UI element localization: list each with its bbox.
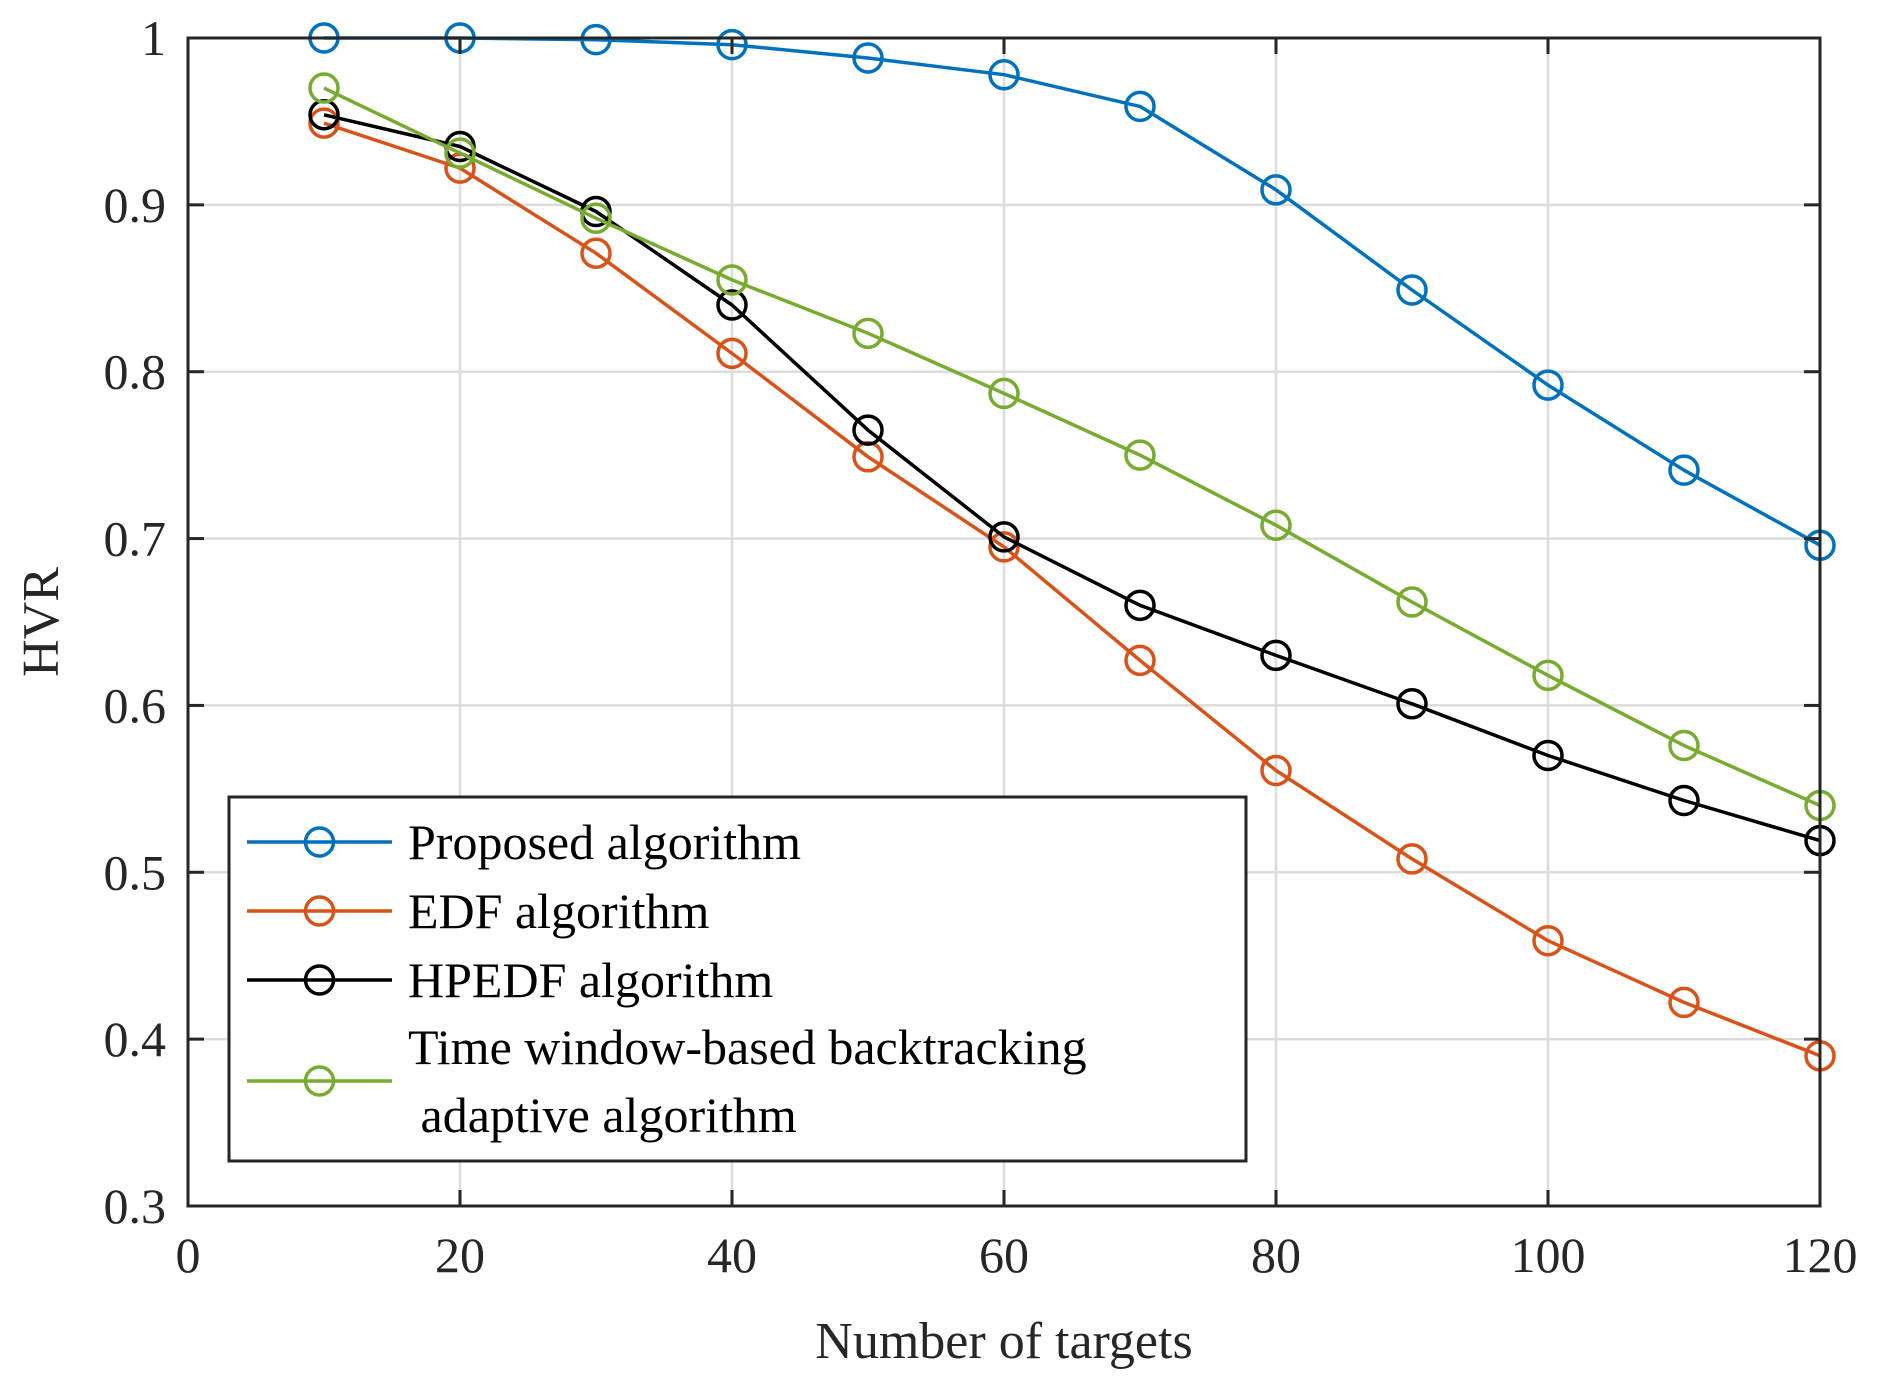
- data-point-marker: [716, 337, 748, 370]
- series-1: [308, 22, 1836, 561]
- data-point-marker: [988, 377, 1020, 410]
- data-point-marker: [308, 72, 340, 104]
- y-tick-label: 0.4: [104, 1011, 167, 1067]
- y-tick-label: 1: [141, 10, 166, 66]
- data-point-marker: [988, 521, 1020, 553]
- data-point-marker: [1532, 369, 1564, 401]
- y-tick-label: 0.3: [104, 1178, 167, 1234]
- legend-item-4: Time window-based backtracking adaptive …: [247, 1019, 1087, 1143]
- data-point-marker: [852, 414, 884, 446]
- legend-label: Proposed algorithm: [408, 814, 801, 870]
- data-point-marker: [1396, 843, 1428, 875]
- legend-marker-swatch: [303, 826, 336, 858]
- data-point-marker: [1260, 509, 1292, 541]
- x-tick-label: 100: [1511, 1227, 1586, 1283]
- data-point-marker: [308, 107, 340, 139]
- data-point-marker: [1124, 439, 1156, 471]
- x-tick-label: 80: [1251, 1227, 1301, 1283]
- series-line: [323, 86, 1821, 808]
- y-tick-label: 0.6: [104, 677, 167, 733]
- legend-label: Time window-based backtracking: [408, 1019, 1087, 1075]
- data-point-marker: [580, 202, 612, 234]
- data-point-marker: [988, 531, 1020, 563]
- x-tick-label: 60: [979, 1227, 1029, 1283]
- data-point-marker: [1124, 90, 1156, 123]
- y-tick-label: 0.7: [104, 511, 167, 567]
- data-point-marker: [1532, 659, 1564, 692]
- data-point-marker: [1260, 639, 1292, 672]
- x-axis-title: Number of targets: [815, 1313, 1192, 1370]
- legend-box: [227, 795, 1248, 1163]
- data-point-marker: [852, 317, 884, 350]
- data-point-marker: [1532, 924, 1564, 957]
- y-axis-title: HVR: [13, 567, 70, 677]
- legend-marker-swatch: [303, 964, 336, 996]
- series-line: [324, 36, 1821, 547]
- data-point-marker: [988, 58, 1020, 91]
- x-tick-label: 0: [176, 1227, 201, 1283]
- data-point-marker: [716, 289, 748, 321]
- legend-label: HPEDF algorithm: [408, 952, 773, 1008]
- data-point-marker: [716, 264, 748, 296]
- data-point-marker: [580, 237, 612, 269]
- legend-label: adaptive algorithm: [408, 1087, 797, 1143]
- legend-item-1: Proposed algorithm: [247, 814, 801, 870]
- data-point-marker: [1668, 454, 1700, 486]
- data-point-marker: [1396, 586, 1428, 618]
- data-point-marker: [852, 42, 884, 74]
- y-tick-label: 0.9: [104, 177, 167, 233]
- data-point-marker: [1396, 688, 1428, 720]
- legend: Proposed algorithm EDF algorithm HPEDF alg…: [227, 795, 1248, 1163]
- x-tick-label: 40: [707, 1227, 757, 1283]
- legend-marker-swatch: [303, 1065, 336, 1097]
- series-3: [308, 99, 1836, 857]
- data-point-marker: [1668, 986, 1700, 1019]
- data-point-marker: [1124, 589, 1156, 622]
- data-point-marker: [1260, 754, 1292, 787]
- data-point-marker: [716, 28, 748, 61]
- data-point-marker: [580, 23, 612, 56]
- legend-label: EDF algorithm: [408, 883, 709, 939]
- data-point-marker: [1260, 174, 1292, 206]
- data-point-marker: [444, 137, 476, 169]
- series-4: [308, 72, 1836, 822]
- data-point-marker: [1668, 729, 1700, 762]
- data-point-marker: [1124, 644, 1156, 677]
- data-point-marker: [1532, 739, 1564, 772]
- series-line: [323, 121, 1821, 1058]
- data-point-marker: [1396, 274, 1428, 306]
- y-tick-label: 0.5: [104, 844, 167, 900]
- series-line: [323, 113, 1821, 843]
- legend-marker-swatch: [303, 895, 336, 927]
- legend-item-2: EDF algorithm: [247, 883, 709, 939]
- legend-item-3: HPEDF algorithm: [247, 952, 773, 1008]
- x-tick-label: 20: [435, 1227, 485, 1283]
- data-point-marker: [1668, 784, 1700, 817]
- ticks: 0 20 40 60 80 100 120 0.3 0.4 0.5 0.6 0.7 0.8 0.9 1: [104, 10, 1858, 1283]
- y-tick-label: 0.8: [104, 344, 167, 400]
- x-tick-label: 120: [1783, 1227, 1858, 1283]
